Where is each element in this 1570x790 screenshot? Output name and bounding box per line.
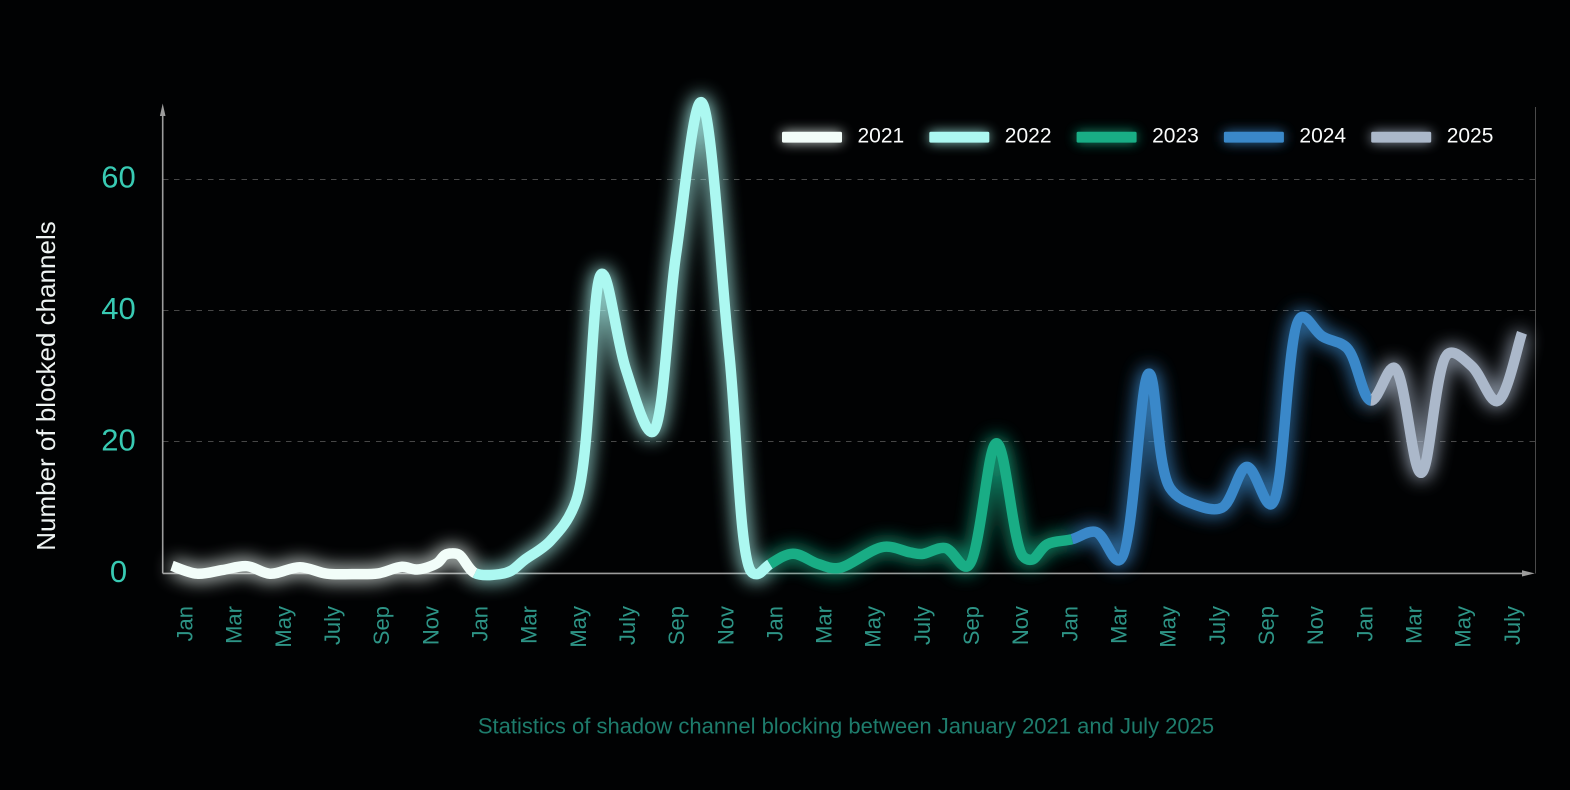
- svg-text:2022: 2022: [1005, 125, 1052, 148]
- svg-text:2021: 2021: [858, 125, 905, 148]
- svg-text:Jan: Jan: [762, 606, 787, 641]
- svg-text:Sep: Sep: [959, 606, 984, 645]
- svg-text:May: May: [1451, 606, 1476, 648]
- svg-text:July: July: [910, 606, 935, 645]
- svg-text:May: May: [861, 606, 886, 648]
- svg-text:July: July: [1205, 606, 1230, 645]
- svg-text:0: 0: [110, 554, 127, 589]
- svg-text:Statistics of shadow channel b: Statistics of shadow channel blocking be…: [478, 714, 1214, 739]
- svg-text:20: 20: [101, 422, 135, 457]
- svg-text:2025: 2025: [1447, 125, 1494, 148]
- svg-text:Jan: Jan: [1057, 606, 1082, 641]
- svg-text:Mar: Mar: [812, 606, 837, 644]
- svg-text:July: July: [615, 606, 640, 645]
- svg-text:2024: 2024: [1299, 125, 1346, 148]
- svg-text:Mar: Mar: [1107, 606, 1132, 644]
- svg-text:Jan: Jan: [1352, 606, 1377, 641]
- svg-text:May: May: [566, 606, 591, 648]
- svg-text:Nov: Nov: [1303, 606, 1328, 645]
- svg-text:Nov: Nov: [1008, 606, 1033, 645]
- svg-text:Mar: Mar: [517, 606, 542, 644]
- svg-text:July: July: [320, 606, 345, 645]
- svg-text:Sep: Sep: [369, 606, 394, 645]
- svg-text:Nov: Nov: [418, 606, 443, 645]
- svg-text:40: 40: [101, 291, 135, 326]
- svg-text:60: 60: [101, 160, 135, 195]
- svg-text:May: May: [271, 606, 296, 648]
- svg-text:Nov: Nov: [713, 606, 738, 645]
- svg-text:2023: 2023: [1152, 125, 1199, 148]
- svg-text:Mar: Mar: [222, 606, 247, 644]
- svg-text:Jan: Jan: [173, 606, 198, 641]
- svg-text:Mar: Mar: [1402, 606, 1427, 644]
- svg-text:Sep: Sep: [1254, 606, 1279, 645]
- svg-text:Sep: Sep: [664, 606, 689, 645]
- svg-text:July: July: [1500, 606, 1525, 645]
- svg-text:May: May: [1156, 606, 1181, 648]
- svg-text:Jan: Jan: [468, 606, 493, 641]
- svg-text:Number of blocked channels: Number of blocked channels: [31, 221, 61, 551]
